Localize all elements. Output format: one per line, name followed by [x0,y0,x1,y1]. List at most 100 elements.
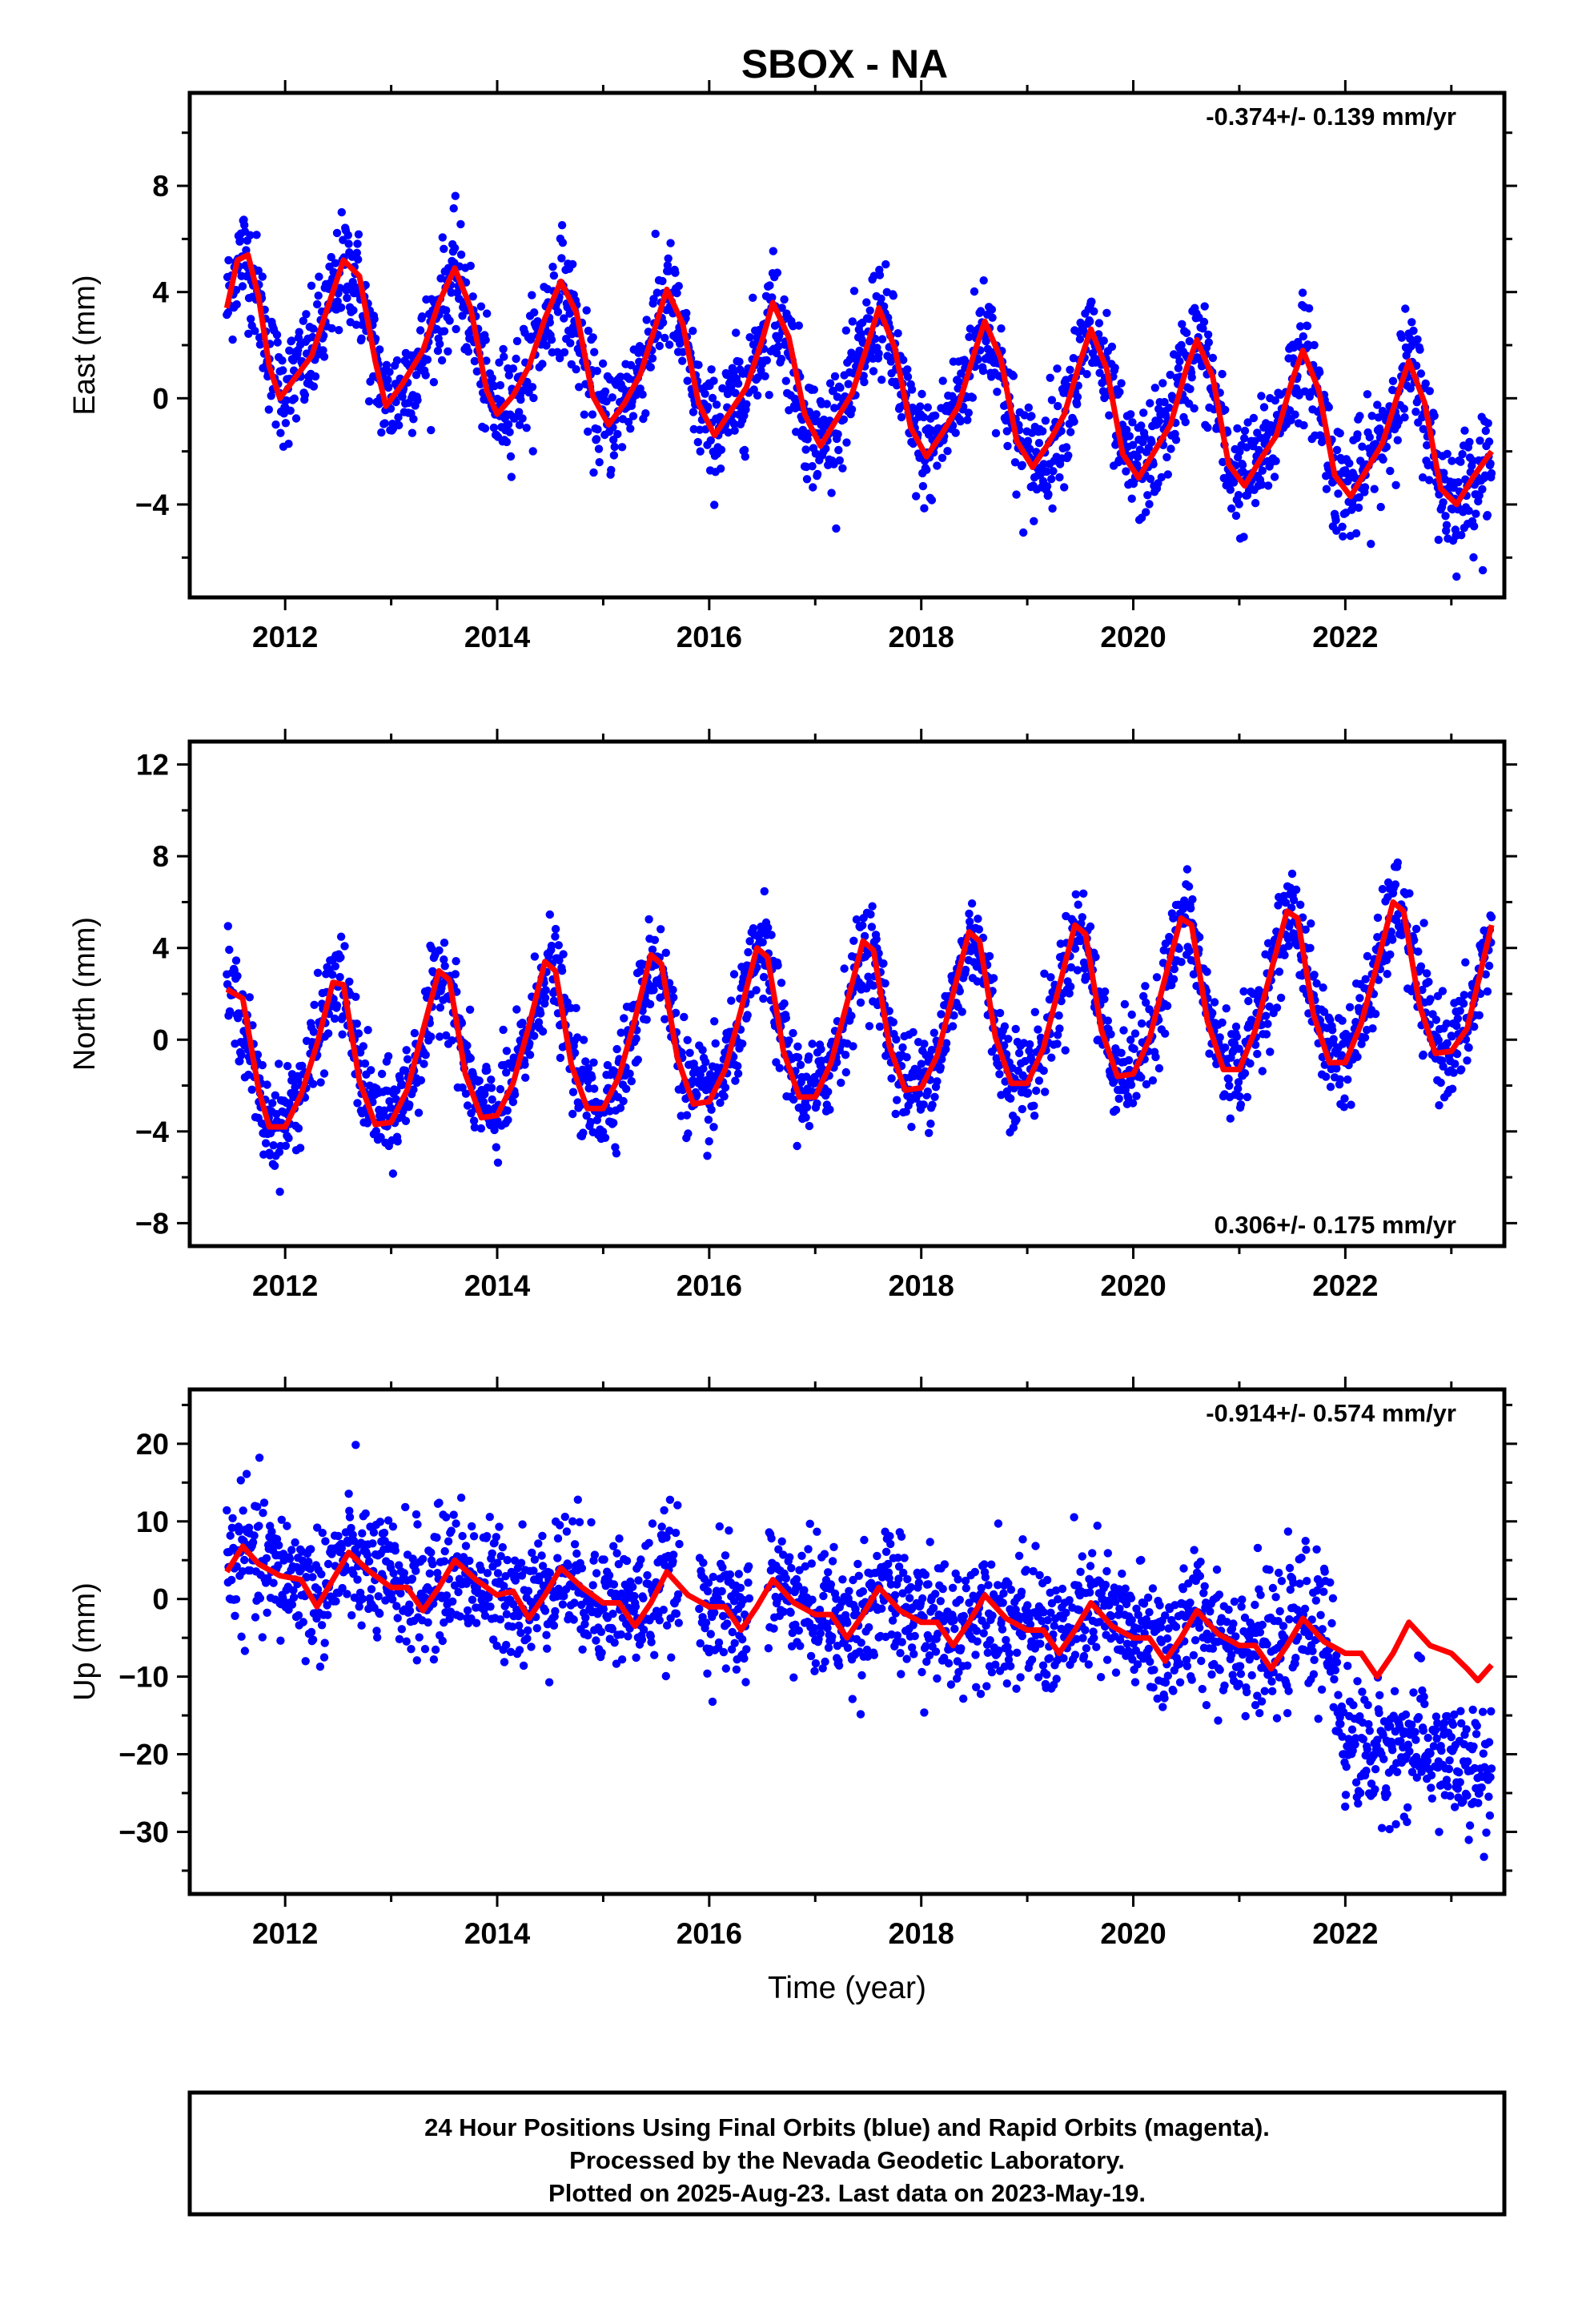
data-point [1054,1031,1062,1039]
data-point [1026,1039,1034,1049]
data-point [1298,288,1307,297]
data-point [523,377,532,387]
data-point [504,371,513,380]
data-point [1345,1003,1355,1011]
data-point [867,923,877,931]
data-point [641,409,650,418]
data-point [1039,1066,1048,1076]
data-point [448,1597,457,1606]
data-point [418,1554,428,1564]
data-point [931,411,940,420]
data-point [1127,1010,1136,1019]
data-point [367,1066,375,1075]
data-point [445,316,454,325]
data-point [347,1523,355,1533]
data-point [781,1014,790,1023]
data-point [572,1033,582,1042]
data-point [518,1520,527,1529]
data-point [1343,1075,1352,1084]
data-point [496,1615,505,1624]
data-point [1239,533,1248,541]
data-point [255,1522,263,1530]
data-point [912,492,921,501]
data-point [508,1097,518,1107]
data-point [1106,1030,1115,1039]
data-point [289,1586,298,1595]
data-point [1074,900,1082,909]
data-point [456,250,466,259]
data-point [1451,1059,1460,1068]
data-point [927,1045,937,1055]
data-point [398,392,407,401]
data-point [529,393,538,403]
data-point [496,1552,505,1561]
data-point [492,1641,501,1651]
data-point [1475,1011,1484,1020]
data-point [295,328,303,336]
data-point [923,1087,933,1096]
x-tick-label: 2016 [677,621,742,653]
data-point [393,1137,402,1146]
data-point [363,1026,372,1035]
data-point [656,925,665,934]
data-point [519,1661,528,1671]
data-point [469,1116,479,1125]
data-point [593,425,602,434]
data-point [881,259,890,269]
data-point [1257,480,1267,489]
data-point [743,1011,752,1019]
data-point [1161,1029,1170,1038]
data-point [345,977,354,987]
data-point [451,970,460,979]
data-point [1062,443,1071,452]
data-point [1012,1116,1021,1124]
data-point [628,412,638,420]
data-point [1442,1019,1452,1028]
data-point [283,1062,292,1071]
data-point [423,355,432,364]
data-point [1231,1022,1241,1031]
data-point [600,387,610,396]
data-point [1243,1092,1252,1102]
data-point [835,456,845,465]
data-point [864,972,873,981]
data-point [914,1089,924,1098]
data-point [837,1078,845,1088]
data-point [1424,476,1434,485]
data-point [1023,1088,1033,1097]
data-point [988,313,997,322]
data-point [1431,1015,1441,1024]
data-point [927,496,937,505]
data-point [1234,1084,1243,1093]
data-point [1291,410,1299,419]
data-point [533,317,542,326]
data-point [304,1558,313,1566]
data-point [1057,996,1066,1006]
data-point [357,1621,366,1630]
data-point [1303,321,1312,331]
data-point [556,1053,565,1063]
data-point [336,932,346,941]
data-point [308,1080,318,1088]
data-point [1099,336,1108,345]
data-point [1453,1014,1463,1023]
data-point [510,1556,520,1565]
data-point [689,327,697,336]
data-point [282,396,291,405]
data-point [731,1076,740,1085]
data-point [603,1060,612,1070]
data-point [1347,505,1356,514]
data-point [290,394,299,403]
data-point [1044,490,1053,499]
data-point [789,1095,798,1104]
data-point [685,1048,694,1058]
data-point [568,1088,578,1096]
data-point [347,1610,356,1620]
data-point [1457,531,1466,540]
data-point [302,1573,311,1582]
data-point [1221,405,1230,414]
data-point [463,1101,472,1110]
data-point [889,1018,898,1027]
data-point [518,1019,527,1027]
data-point [407,1645,416,1654]
